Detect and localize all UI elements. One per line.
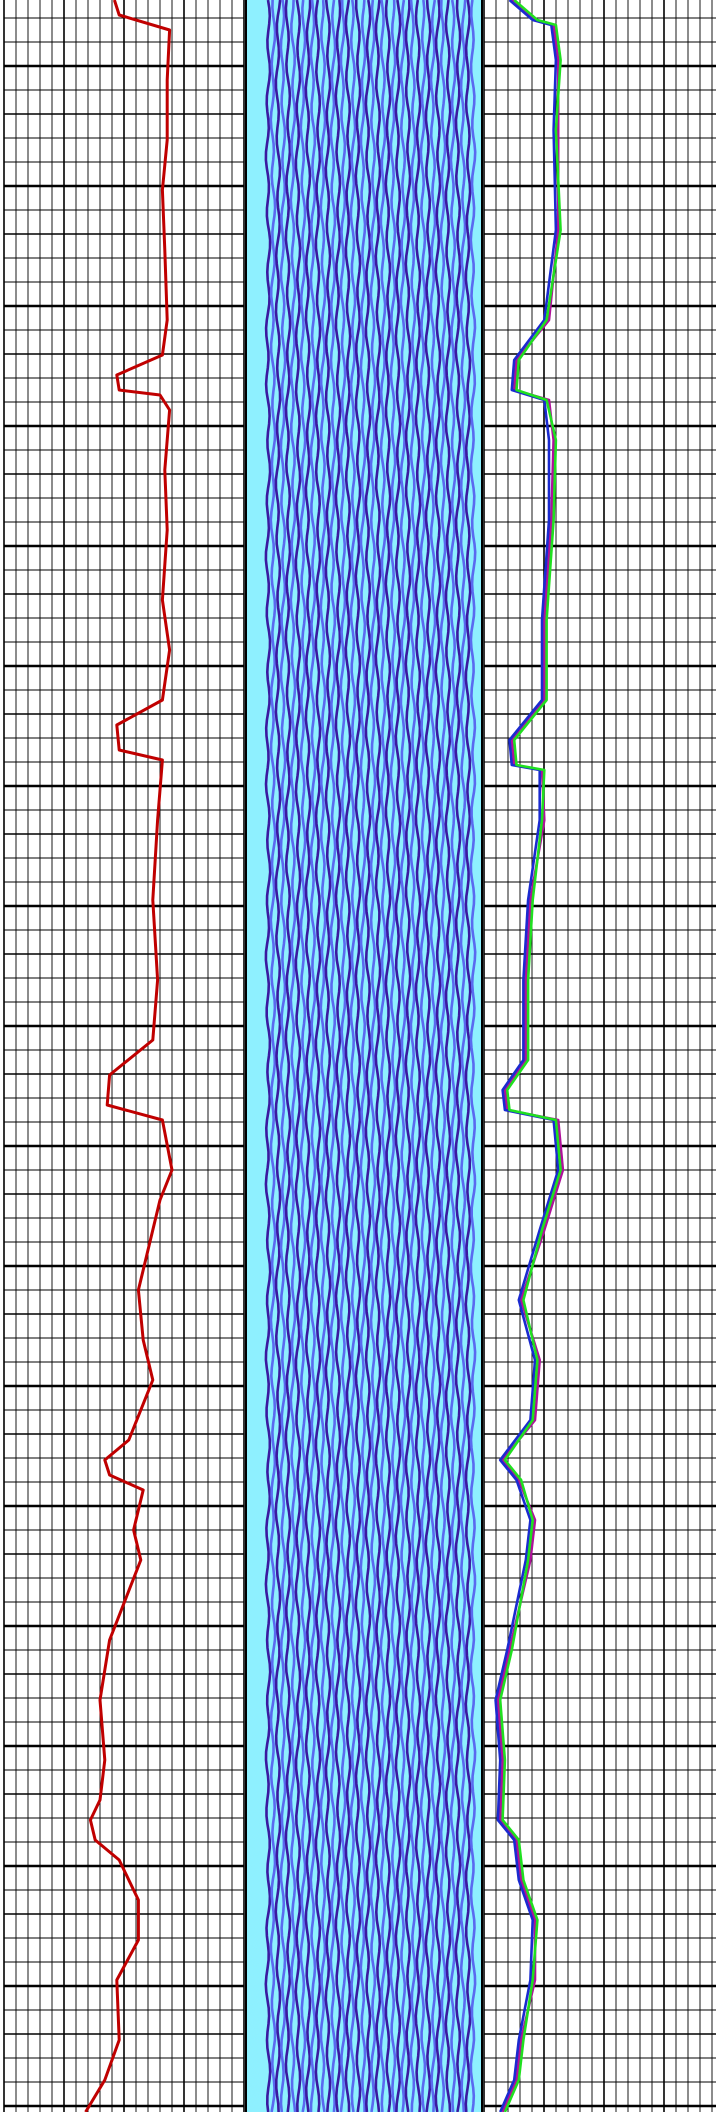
waveform-trace: [334, 0, 342, 2112]
log-curve-1: [496, 0, 565, 2112]
waveform-trace: [299, 0, 307, 2112]
waveform-trace: [469, 0, 477, 2112]
left-track-grid: [3, 0, 245, 2112]
waveform-trace: [324, 0, 332, 2112]
waveform-trace: [409, 0, 417, 2112]
waveform-trace: [434, 0, 442, 2112]
waveform-trace: [279, 0, 287, 2112]
waveform-trace: [404, 0, 412, 2112]
waveform-trace: [269, 0, 277, 2112]
waveform-trace: [399, 0, 407, 2112]
waveform-trace: [454, 0, 462, 2112]
waveform-trace: [464, 0, 472, 2112]
waveform-trace: [304, 0, 312, 2112]
waveform-trace: [419, 0, 427, 2112]
waveform-trace: [394, 0, 402, 2112]
waveform-trace: [354, 0, 362, 2112]
waveform-trace: [349, 0, 357, 2112]
waveform-trace: [309, 0, 317, 2112]
waveform-trace: [264, 0, 272, 2112]
right-track-grid: [483, 0, 716, 2112]
waveform-trace: [284, 0, 292, 2112]
waveform-trace: [379, 0, 387, 2112]
waveform-trace: [339, 0, 347, 2112]
waveform-trace: [374, 0, 382, 2112]
waveform-trace: [429, 0, 437, 2112]
log-curve-2: [494, 0, 560, 2112]
waveform-trace: [424, 0, 432, 2112]
waveform-trace: [329, 0, 337, 2112]
waveform-trace: [319, 0, 327, 2112]
waveform-trace: [289, 0, 297, 2112]
waveform-trace: [414, 0, 422, 2112]
waveform-trace: [459, 0, 467, 2112]
waveform-trace: [294, 0, 302, 2112]
waveform-trace: [439, 0, 447, 2112]
waveform-trace: [364, 0, 372, 2112]
waveform-track: [245, 0, 483, 2112]
waveform-trace: [389, 0, 397, 2112]
waveform-trace: [274, 0, 282, 2112]
waveform-trace: [369, 0, 377, 2112]
waveform-trace: [449, 0, 457, 2112]
log-curve-0: [84, 0, 174, 2112]
waveform-trace: [359, 0, 367, 2112]
log-curves: [84, 0, 565, 2112]
waveform-trace: [444, 0, 452, 2112]
waveform-trace: [384, 0, 392, 2112]
waveform-trace: [314, 0, 322, 2112]
log-curve-3: [498, 0, 562, 2112]
waveform-trace: [344, 0, 352, 2112]
